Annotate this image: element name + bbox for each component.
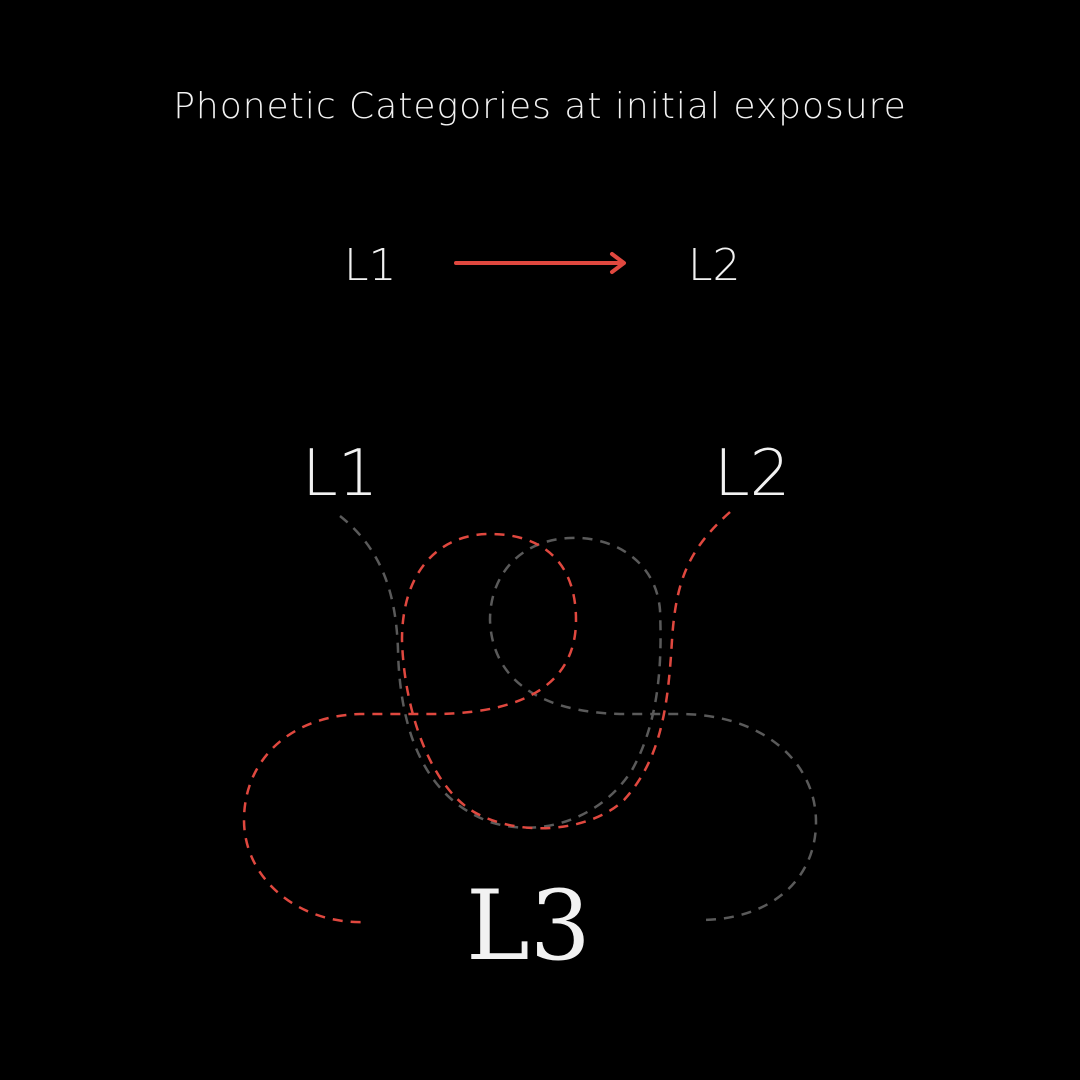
transfer-arrow xyxy=(454,252,626,274)
l2-category-path xyxy=(242,511,731,924)
top-l2-label: L2 xyxy=(688,240,741,291)
l3-label: L3 xyxy=(466,870,591,982)
middle-l1-label: L1 xyxy=(302,437,379,511)
middle-l2-label: L2 xyxy=(714,437,791,511)
l1-category-path xyxy=(339,515,818,922)
top-l1-label: L1 xyxy=(344,240,397,291)
arrow-head xyxy=(610,252,626,274)
diagram-title: Phonetic Categories at initial exposure xyxy=(173,86,907,127)
